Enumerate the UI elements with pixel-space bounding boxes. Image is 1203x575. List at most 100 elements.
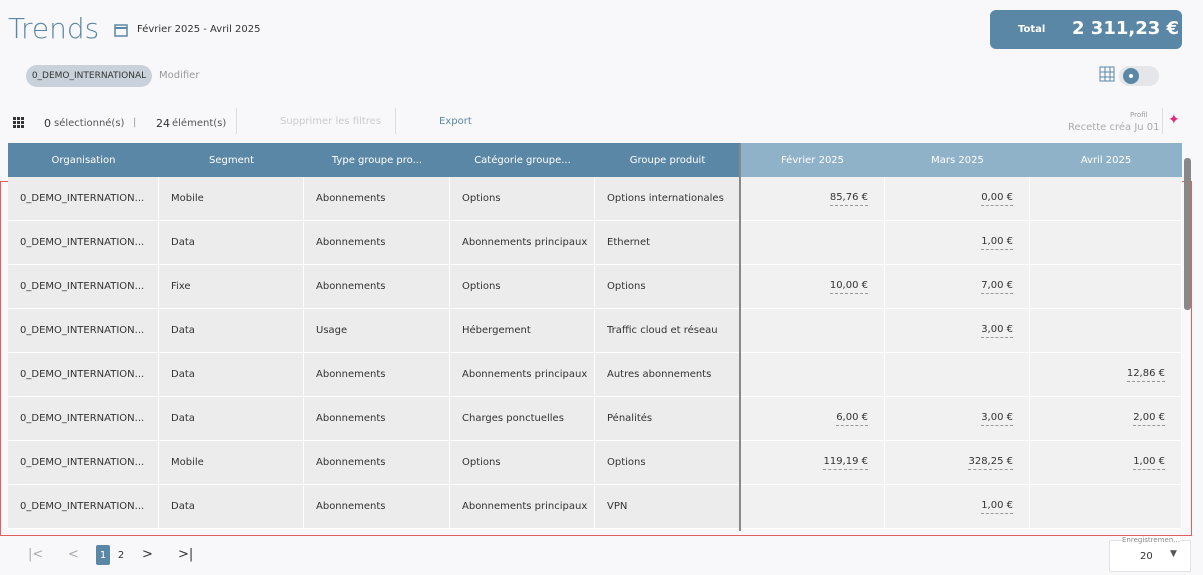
amount: 85,76 €	[829, 192, 868, 206]
calendar-icon[interactable]	[114, 23, 128, 37]
text-cell: 0_DEMO_INTERNATION...	[8, 353, 159, 397]
text-cell: Options	[450, 441, 595, 485]
profile-label: Profil	[1130, 111, 1148, 119]
amount-cell: 6,00 €	[740, 397, 885, 441]
cell-text: Abonnements	[316, 369, 386, 380]
pin-icon[interactable]: ✦	[1168, 112, 1180, 128]
cell-text: Mobile	[171, 193, 204, 204]
cell-text: Abonnements	[316, 501, 386, 512]
text-cell: Data	[159, 485, 304, 529]
text-cell: 0_DEMO_INTERNATION...	[8, 485, 159, 529]
amount-cell	[885, 353, 1030, 397]
export-button[interactable]: Export	[439, 116, 472, 127]
cell-text: 0_DEMO_INTERNATION...	[20, 193, 145, 204]
column-header[interactable]: Segment	[159, 143, 304, 177]
amount-cell	[1030, 309, 1182, 353]
amount-cell: 2,00 €	[1030, 397, 1182, 441]
amount-cell: 3,00 €	[885, 309, 1030, 353]
text-cell: Data	[159, 221, 304, 265]
amount: 119,19 €	[823, 456, 868, 470]
cell-text: VPN	[607, 501, 628, 512]
column-header[interactable]: Type groupe pro...	[304, 143, 450, 177]
page-size: 20	[1140, 551, 1153, 562]
cell-text: Data	[171, 325, 195, 336]
text-cell: Abonnements	[304, 441, 450, 485]
text-cell: Abonnements	[304, 221, 450, 265]
cell-text: Abonnements	[316, 457, 386, 468]
view-toggle[interactable]	[1099, 66, 1163, 86]
amount-cell: 328,25 €	[885, 441, 1030, 485]
cell-text: Options internationales	[607, 193, 724, 204]
clear-filters[interactable]: Supprimer les filtres	[280, 116, 382, 127]
amount: 6,00 €	[836, 412, 868, 426]
total-value: 2 311,23 €	[1072, 18, 1180, 39]
text-cell: 0_DEMO_INTERNATION...	[8, 397, 159, 441]
text-cell: Charges ponctuelles	[450, 397, 595, 441]
total-label: Total	[1018, 24, 1046, 35]
cell-text: Abonnements principaux	[462, 369, 588, 380]
next-page[interactable]: >	[142, 547, 153, 562]
amount: 10,00 €	[829, 280, 868, 294]
page-size-select[interactable]: Enregistremen... 20 ▼	[1109, 536, 1191, 572]
filter-chip[interactable]: 0_DEMO_INTERNATIONAL	[26, 65, 152, 87]
amount-cell: 1,00 €	[885, 221, 1030, 265]
cell-text: Mobile	[171, 457, 204, 468]
cell-text: 0_DEMO_INTERNATION...	[20, 325, 145, 336]
amount-cell	[740, 353, 885, 397]
cell-text: Abonnements	[316, 413, 386, 424]
page-button[interactable]: 2	[117, 549, 125, 561]
text-cell: 0_DEMO_INTERNATION...	[8, 265, 159, 309]
dropdown-arrow: ▼	[1170, 549, 1177, 559]
page-title: Trends	[8, 12, 100, 45]
amount-cell: 12,86 €	[1030, 353, 1182, 397]
cell-text: Autres abonnements	[607, 369, 712, 380]
text-cell: Options internationales	[595, 177, 740, 221]
date-range[interactable]: Février 2025 - Avril 2025	[137, 24, 261, 35]
column-header[interactable]: Groupe produit	[595, 143, 740, 177]
column-header[interactable]: Organisation	[8, 143, 159, 177]
column-header[interactable]: Février 2025	[740, 143, 885, 177]
items-count: 24	[156, 117, 170, 130]
page-button[interactable]: 1	[96, 545, 110, 565]
column-header[interactable]: Catégorie groupe...	[450, 143, 595, 177]
prev-page[interactable]: <	[68, 547, 79, 562]
text-cell: Options	[450, 177, 595, 221]
edit-link[interactable]: Modifier	[159, 70, 200, 81]
text-cell: 0_DEMO_INTERNATION...	[8, 177, 159, 221]
text-cell: Data	[159, 353, 304, 397]
cell-text: Abonnements principaux	[462, 237, 588, 248]
cell-text: Options	[607, 457, 646, 468]
text-cell: Abonnements principaux	[450, 221, 595, 265]
text-cell: Abonnements principaux	[450, 353, 595, 397]
column-header[interactable]: Avril 2025	[1030, 143, 1182, 177]
cell-text: Data	[171, 501, 195, 512]
profile-value[interactable]: Recette créa Ju 01	[1068, 122, 1160, 133]
column-header[interactable]: Mars 2025	[885, 143, 1030, 177]
last-page[interactable]: >|	[178, 547, 194, 562]
text-cell: Options	[595, 265, 740, 309]
amount-cell	[1030, 265, 1182, 309]
text-cell: Mobile	[159, 177, 304, 221]
cell-text: Pénalités	[607, 413, 653, 424]
separator: |	[133, 117, 137, 128]
amount-cell: 119,19 €	[740, 441, 885, 485]
amount: 1,00 €	[981, 500, 1013, 514]
cell-text: Usage	[316, 325, 348, 336]
amount-cell: 85,76 €	[740, 177, 885, 221]
amount-cell: 1,00 €	[885, 485, 1030, 529]
divider	[236, 108, 237, 134]
first-page[interactable]: |<	[28, 547, 44, 562]
amount: 7,00 €	[981, 280, 1013, 294]
text-cell: Autres abonnements	[595, 353, 740, 397]
amount-cell: 7,00 €	[885, 265, 1030, 309]
amount: 1,00 €	[981, 236, 1013, 250]
page-size-label: Enregistremen...	[1122, 536, 1180, 544]
scrollbar-thumb[interactable]	[1184, 158, 1191, 310]
selected-label: sélectionné(s)	[54, 118, 125, 129]
text-cell: 0_DEMO_INTERNATION...	[8, 441, 159, 485]
text-cell: Traffic cloud et réseau	[595, 309, 740, 353]
text-cell: Ethernet	[595, 221, 740, 265]
grid-icon[interactable]	[13, 117, 25, 129]
text-cell: Options	[595, 441, 740, 485]
